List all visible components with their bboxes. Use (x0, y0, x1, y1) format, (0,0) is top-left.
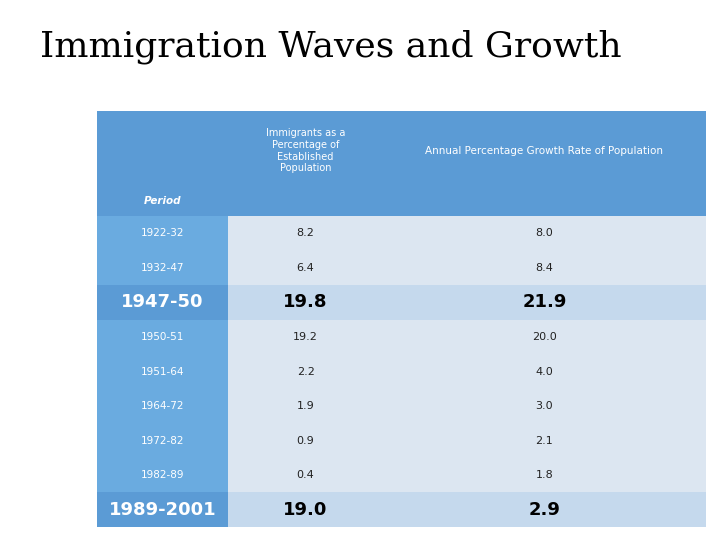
Bar (228, 492, 383, 527)
Text: Immigrants as a
Percentage of
Established
Population: Immigrants as a Percentage of Establishe… (266, 129, 346, 173)
Text: 1922-32: 1922-32 (141, 228, 184, 238)
Bar (97, 251, 228, 285)
Text: 4.0: 4.0 (536, 367, 553, 376)
Bar (228, 354, 383, 389)
Text: 8.2: 8.2 (297, 228, 315, 238)
Text: 0.9: 0.9 (297, 436, 315, 446)
Text: 8.4: 8.4 (536, 263, 553, 273)
Bar (97, 285, 228, 320)
Text: 19.0: 19.0 (284, 501, 328, 519)
Text: 1989-2001: 1989-2001 (109, 501, 217, 519)
Text: 1972-82: 1972-82 (141, 436, 184, 446)
Text: 19.8: 19.8 (284, 293, 328, 312)
Bar (97, 354, 228, 389)
Bar (228, 216, 383, 251)
Text: 1951-64: 1951-64 (141, 367, 184, 376)
Bar (383, 354, 706, 389)
Bar (383, 492, 706, 527)
Text: 1.9: 1.9 (297, 401, 315, 411)
Text: 0.4: 0.4 (297, 470, 315, 480)
Bar (97, 458, 228, 492)
Bar (97, 111, 228, 216)
Text: Annual Percentage Growth Rate of Population: Annual Percentage Growth Rate of Populat… (426, 146, 663, 156)
Bar (97, 492, 228, 527)
Text: 20.0: 20.0 (532, 332, 557, 342)
Bar (97, 423, 228, 458)
Bar (383, 389, 706, 423)
Text: 1947-50: 1947-50 (122, 293, 204, 312)
Text: 1932-47: 1932-47 (141, 263, 184, 273)
Text: 19.2: 19.2 (293, 332, 318, 342)
Bar (228, 111, 383, 216)
Bar (383, 285, 706, 320)
Bar (228, 423, 383, 458)
Text: 2.2: 2.2 (297, 367, 315, 376)
Text: 6.4: 6.4 (297, 263, 315, 273)
Text: Immigration Waves and Growth: Immigration Waves and Growth (40, 30, 621, 64)
Bar (383, 251, 706, 285)
Bar (97, 216, 228, 251)
Bar (383, 458, 706, 492)
Bar (97, 389, 228, 423)
Text: 2.1: 2.1 (536, 436, 553, 446)
Text: Period: Period (144, 196, 181, 206)
Bar (228, 285, 383, 320)
Text: 1964-72: 1964-72 (141, 401, 184, 411)
Text: 1982-89: 1982-89 (141, 470, 184, 480)
Text: 21.9: 21.9 (522, 293, 567, 312)
Text: 1950-51: 1950-51 (141, 332, 184, 342)
Text: 8.0: 8.0 (536, 228, 553, 238)
Bar (228, 389, 383, 423)
Bar (383, 423, 706, 458)
Bar (383, 320, 706, 354)
Bar (228, 320, 383, 354)
Text: 1.8: 1.8 (536, 470, 553, 480)
Text: 2.9: 2.9 (528, 501, 560, 519)
Text: 3.0: 3.0 (536, 401, 553, 411)
Bar (383, 111, 706, 216)
Bar (383, 216, 706, 251)
Bar (228, 251, 383, 285)
Bar (97, 320, 228, 354)
Bar (228, 458, 383, 492)
